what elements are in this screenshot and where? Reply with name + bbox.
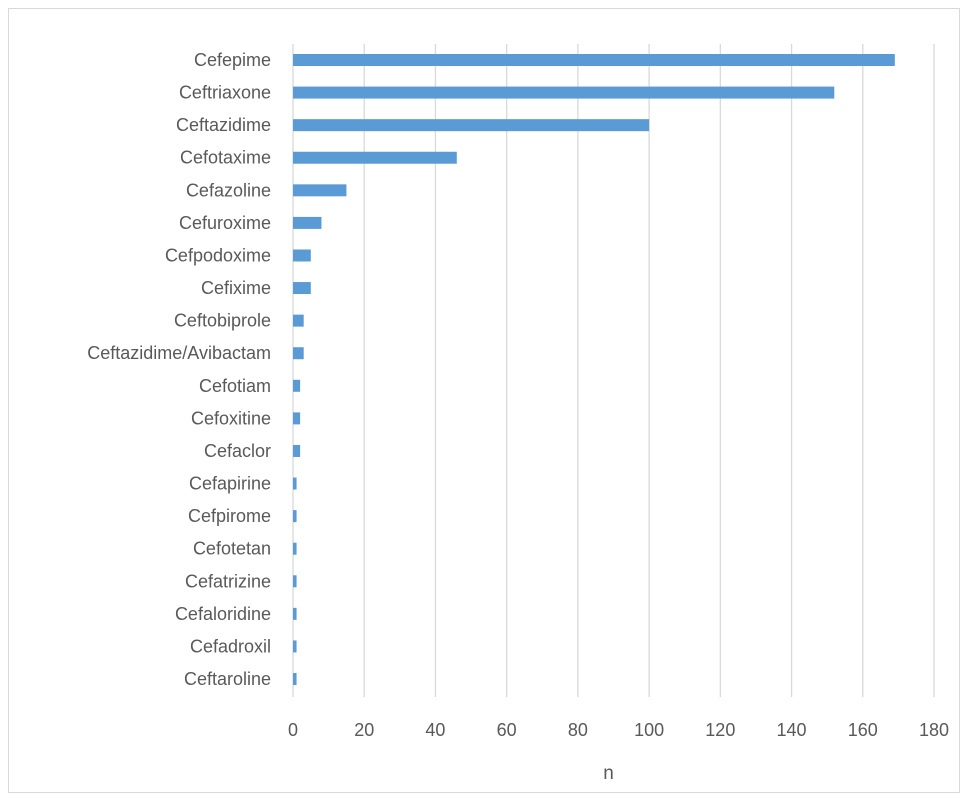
- category-label: Ceftobiprole: [174, 311, 271, 331]
- bar: [293, 216, 322, 229]
- category-label: Cefatrizine: [185, 571, 271, 591]
- x-tick-label: 100: [634, 720, 664, 740]
- bar: [293, 607, 297, 620]
- category-label: Cefadroxil: [190, 636, 271, 656]
- bar: [293, 314, 304, 327]
- bar: [293, 412, 301, 425]
- x-tick-label: 160: [848, 720, 878, 740]
- category-label: Cefixime: [201, 278, 271, 298]
- bar: [293, 151, 457, 164]
- category-label: Cefoxitine: [191, 408, 271, 428]
- bar: [293, 86, 835, 99]
- category-label: Ceftriaxone: [179, 83, 271, 103]
- x-tick-label: 180: [919, 720, 949, 740]
- category-label: Cefotetan: [193, 539, 271, 559]
- bar: [293, 542, 297, 555]
- bar: [293, 575, 297, 588]
- bar: [293, 249, 311, 262]
- bar-chart: Cefepime Ceftriaxone Ceftazidime Cefotaxime…: [87, 44, 949, 784]
- category-label: Cefpirome: [188, 506, 271, 526]
- bar: [293, 510, 297, 523]
- bar: [293, 119, 650, 132]
- x-tick-label: 0: [288, 720, 298, 740]
- category-label: Ceftazidime: [176, 115, 271, 135]
- bar: [293, 673, 297, 686]
- grid-layer: [292, 44, 935, 697]
- bar: [293, 184, 347, 197]
- bar: [293, 379, 301, 392]
- category-label: Cefaclor: [204, 441, 271, 461]
- x-tick-label: 40: [425, 720, 445, 740]
- category-label: Cefotaxime: [180, 148, 271, 168]
- x-tick-label: 140: [777, 720, 807, 740]
- x-tick-label: 120: [705, 720, 735, 740]
- category-labels: Cefepime Ceftriaxone Ceftazidime Cefotaxime…: [87, 50, 271, 689]
- category-label: Cefuroxime: [179, 213, 271, 233]
- bar: [293, 347, 304, 360]
- bar: [293, 444, 301, 457]
- bar: [293, 477, 297, 490]
- category-label: Cefotiam: [199, 376, 271, 396]
- x-tick-label: 20: [354, 720, 374, 740]
- category-label: Cefepime: [194, 50, 271, 70]
- chart-frame: Cefepime Ceftriaxone Ceftazidime Cefotaxime…: [8, 8, 960, 793]
- category-label: Ceftaroline: [184, 669, 271, 689]
- category-label: Cefpodoxime: [165, 245, 271, 265]
- category-label: Cefaloridine: [175, 604, 271, 624]
- bar: [293, 640, 297, 653]
- x-axis-title: n: [603, 763, 614, 784]
- bar: [293, 282, 311, 295]
- bar-layer: [293, 54, 895, 686]
- x-tick-labels: 0 20 40 60 80 100 120 140 160 180: [288, 720, 949, 740]
- x-tick-label: 80: [568, 720, 588, 740]
- category-label: Ceftazidime/Avibactam: [87, 343, 271, 363]
- bar: [293, 54, 895, 66]
- category-label: Cefazoline: [186, 180, 271, 200]
- x-tick-label: 60: [497, 720, 517, 740]
- category-label: Cefapirine: [189, 474, 271, 494]
